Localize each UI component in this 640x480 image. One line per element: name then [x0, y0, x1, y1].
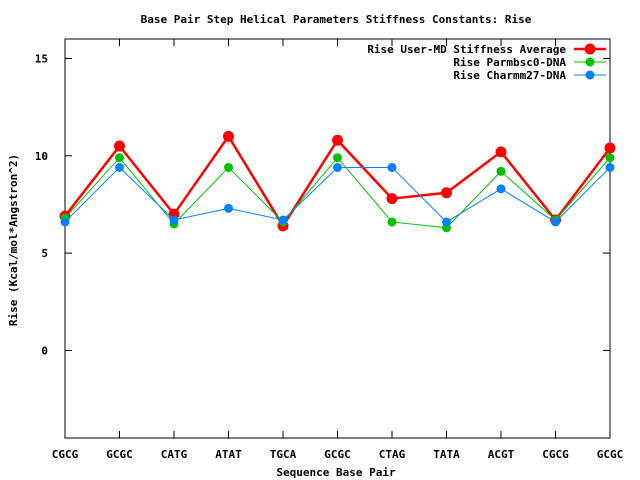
- x-tick-label: GCGC: [324, 448, 351, 461]
- x-tick-label: ACGT: [488, 448, 515, 461]
- data-point: [115, 162, 124, 172]
- data-point: [442, 217, 451, 227]
- data-point: [333, 162, 342, 172]
- y-tick-label: 15: [35, 52, 48, 65]
- data-point: [60, 217, 70, 227]
- y-tick-label: 5: [41, 247, 48, 260]
- x-tick-label: GCGC: [106, 448, 133, 461]
- y-axis-label: Rise (Kcal/mol*Angstron^2): [7, 154, 20, 326]
- axis-ticks: 0 5 10 15 CGCG GCGC CATG ATAT TGCA GCGC CTAG TATA AC…: [35, 39, 624, 461]
- series-layer: [59, 130, 616, 233]
- legend-marker: [585, 57, 595, 67]
- legend-marker: [584, 43, 596, 55]
- chart-title: Base Pair Step Helical Parameters Stiffn…: [141, 13, 532, 26]
- data-point: [278, 215, 288, 225]
- y-tick-label: 0: [41, 344, 48, 357]
- data-point: [496, 166, 506, 176]
- data-point: [224, 203, 233, 213]
- x-tick-label: CATG: [161, 448, 188, 461]
- x-axis-label: Sequence Base Pair: [276, 466, 396, 479]
- data-point: [115, 153, 124, 163]
- data-point: [114, 140, 125, 152]
- data-point: [604, 142, 616, 154]
- series-line: [64, 134, 611, 229]
- data-point: [605, 153, 615, 163]
- legend-label: Rise Charmm27-DNA: [453, 69, 566, 82]
- plot-frame: [64, 38, 611, 439]
- x-tick-label: CGCG: [542, 448, 569, 461]
- legend-label: Rise User-MD Stiffness Average: [367, 43, 566, 56]
- legend-marker: [585, 70, 595, 80]
- data-point: [387, 217, 397, 227]
- x-tick-label: TATA: [433, 448, 460, 461]
- data-point: [224, 162, 233, 172]
- data-point: [551, 217, 560, 227]
- x-tick-label: CGCG: [52, 448, 79, 461]
- data-point: [333, 153, 342, 163]
- x-tick-label: TGCA: [270, 448, 297, 461]
- data-point: [332, 134, 343, 146]
- data-point: [223, 130, 234, 142]
- x-tick-label: CTAG: [379, 448, 406, 461]
- data-point: [441, 187, 452, 199]
- data-point: [605, 162, 615, 172]
- data-point: [495, 146, 507, 158]
- data-point: [496, 184, 506, 194]
- y-tick-label: 10: [35, 150, 48, 163]
- legend-label: Rise Parmbsc0-DNA: [453, 56, 566, 69]
- x-tick-label: GCGC: [597, 448, 624, 461]
- x-tick-label: ATAT: [215, 448, 242, 461]
- data-point: [169, 215, 179, 225]
- data-point: [387, 162, 397, 172]
- data-point: [386, 193, 398, 205]
- series-line: [64, 166, 611, 223]
